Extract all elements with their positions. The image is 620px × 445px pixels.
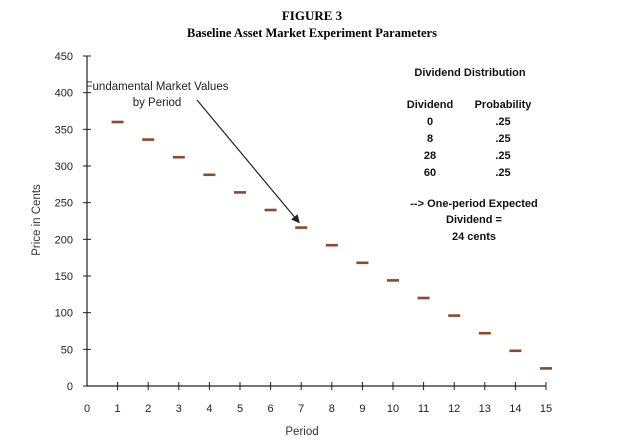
y-tick-label: 250 xyxy=(55,198,73,210)
x-tick-label: 10 xyxy=(387,403,399,415)
data-point xyxy=(540,367,552,370)
probability-col-header: Probability xyxy=(475,99,533,111)
figure-number: FIGURE 3 xyxy=(282,8,343,23)
y-tick-label: 50 xyxy=(61,344,73,356)
y-tick-label: 100 xyxy=(55,308,73,320)
data-point xyxy=(387,279,399,282)
probability-value: .25 xyxy=(495,133,510,145)
dividend-value: 0 xyxy=(427,116,433,128)
annotation-arrow xyxy=(196,99,300,224)
expected-line-3: 24 cents xyxy=(452,231,496,243)
x-tick-label: 8 xyxy=(329,403,335,415)
annotation-line-2: by Period xyxy=(133,97,182,109)
y-tick-label: 200 xyxy=(55,234,73,246)
x-tick-label: 3 xyxy=(176,403,182,415)
data-point xyxy=(234,191,246,194)
dividend-col-header: Dividend xyxy=(407,99,453,111)
dividend-value: 8 xyxy=(427,133,433,145)
x-tick-label: 11 xyxy=(418,403,429,415)
y-tick-label: 350 xyxy=(55,124,73,136)
expected-line-1: --> One-period Expected xyxy=(410,198,537,210)
y-tick-label: 450 xyxy=(55,51,73,63)
dividend-value: 28 xyxy=(424,150,436,162)
x-tick-label: 4 xyxy=(206,403,212,415)
data-point xyxy=(111,120,124,124)
x-tick-label: 12 xyxy=(448,403,460,415)
x-tick-label: 2 xyxy=(145,403,151,415)
axes xyxy=(86,56,546,387)
x-tick-label: 1 xyxy=(115,403,121,415)
x-tick-label: 5 xyxy=(237,403,243,415)
y-tick-label: 300 xyxy=(55,161,73,173)
y-ticks: 0 50 100 150 200 250 300 350 400 450 xyxy=(55,51,91,393)
probability-value: .25 xyxy=(495,150,510,162)
data-point xyxy=(448,314,461,317)
dividend-table-title: Dividend Distribution xyxy=(414,67,526,79)
dividend-table-rows: 0 .25 8 .25 28 .25 60 .25 xyxy=(424,116,511,179)
data-point xyxy=(172,155,185,159)
y-tick-label: 400 xyxy=(55,88,73,100)
probability-value: .25 xyxy=(495,167,510,179)
probability-value: .25 xyxy=(495,116,510,128)
dividend-table: Dividend Distribution Dividend Probabili… xyxy=(407,67,538,243)
x-tick-label: 15 xyxy=(540,403,552,415)
data-point xyxy=(356,261,369,265)
dividend-value: 60 xyxy=(424,167,436,179)
x-tick-label: 7 xyxy=(298,403,304,415)
data-point xyxy=(295,226,308,229)
x-ticks: 0 1 2 3 4 5 6 7 8 9 10 11 12 13 14 15 xyxy=(84,382,552,415)
data-point xyxy=(417,296,430,300)
x-tick-label: 6 xyxy=(268,403,274,415)
expected-line-2: Dividend = xyxy=(446,214,502,226)
data-point xyxy=(264,208,277,212)
x-tick-label: 14 xyxy=(509,403,521,415)
x-tick-label: 9 xyxy=(359,403,365,415)
figure-title: Baseline Asset Market Experiment Paramet… xyxy=(187,26,437,40)
x-tick-label: 0 xyxy=(84,403,90,415)
data-point xyxy=(325,243,338,247)
annotation-line-1: Fundamental Market Values xyxy=(86,81,229,93)
data-marks xyxy=(111,120,552,370)
y-axis-label: Price in Cents xyxy=(31,184,43,256)
x-tick-label: 13 xyxy=(479,403,491,415)
x-axis-label: Period xyxy=(285,426,318,438)
data-point xyxy=(509,349,522,353)
data-point xyxy=(478,331,491,335)
y-tick-label: 0 xyxy=(67,381,73,393)
data-point xyxy=(203,173,216,177)
y-tick-label: 150 xyxy=(55,271,73,283)
data-point xyxy=(142,138,155,141)
